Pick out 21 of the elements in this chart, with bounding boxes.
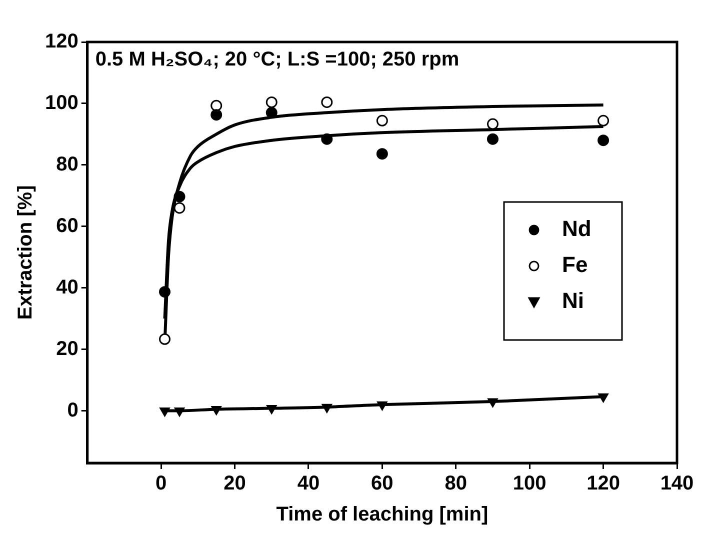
annotation: 0.5 M H₂SO₄; 20 °C; L:S =100; 250 rpm xyxy=(95,48,460,71)
legend-label: Fe xyxy=(562,252,588,278)
y-tick-label: 0 xyxy=(67,399,78,422)
y-tick-label: 100 xyxy=(44,92,78,114)
x-tick-label: 20 xyxy=(224,472,246,495)
x-tick-label: 40 xyxy=(297,472,320,495)
x-tick-label: 140 xyxy=(660,472,694,495)
y-tick-label: 80 xyxy=(56,153,78,176)
y-tick-label: 20 xyxy=(56,338,78,360)
y-tick-label: 60 xyxy=(56,214,78,237)
y-axis-title: Extraction [%] xyxy=(14,185,37,320)
x-tick-label: 120 xyxy=(586,472,620,495)
y-tick-label: 120 xyxy=(44,30,78,53)
x-tick-label: 0 xyxy=(156,472,167,495)
x-axis-title: Time of leaching [min] xyxy=(276,504,488,526)
y-tick-label: 40 xyxy=(56,276,78,298)
legend-label: Ni xyxy=(562,288,584,314)
x-tick-label: 80 xyxy=(444,472,468,495)
legend-label: Nd xyxy=(562,216,592,242)
x-tick-label: 100 xyxy=(512,472,546,495)
x-tick-label: 60 xyxy=(371,472,394,495)
